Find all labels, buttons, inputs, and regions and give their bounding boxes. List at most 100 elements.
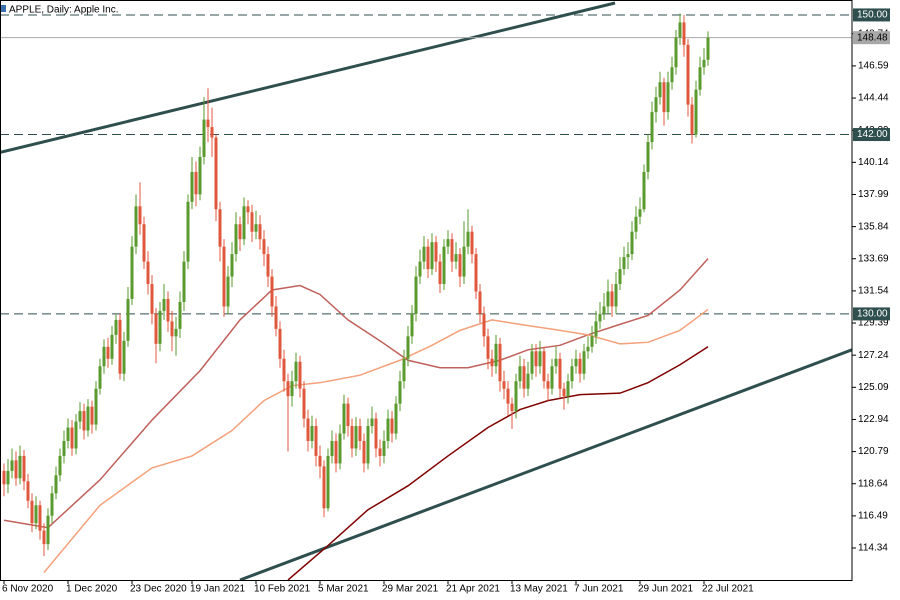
candle-body bbox=[66, 427, 70, 441]
candle-body bbox=[74, 421, 78, 449]
candle-body bbox=[290, 381, 294, 397]
candle-body bbox=[254, 224, 258, 232]
candle-body bbox=[686, 44, 690, 105]
candle-body bbox=[654, 97, 658, 113]
candle-body bbox=[222, 246, 226, 307]
candle-body bbox=[498, 343, 502, 382]
candle-body bbox=[590, 336, 594, 347]
candle-body bbox=[370, 418, 374, 427]
moving-average bbox=[3, 258, 709, 529]
level-label-box bbox=[853, 307, 890, 321]
candle-body bbox=[482, 313, 486, 337]
x-tick-label: 29 Jun 2021 bbox=[638, 584, 693, 595]
candle-body bbox=[278, 328, 282, 359]
candle-body bbox=[286, 381, 290, 397]
candle-body bbox=[594, 321, 598, 337]
x-tick-label: 1 Dec 2020 bbox=[66, 584, 118, 595]
y-tick-label: 125.09 bbox=[858, 382, 889, 393]
candle-body bbox=[570, 366, 574, 382]
candle-body bbox=[478, 291, 482, 314]
candle-body bbox=[350, 426, 354, 449]
level-label: 150.00 bbox=[857, 10, 888, 21]
candle-body bbox=[610, 291, 614, 307]
candle-body bbox=[122, 340, 126, 374]
level-label-box bbox=[853, 128, 890, 142]
candle-body bbox=[42, 530, 46, 545]
candle-body bbox=[578, 358, 582, 374]
candle-body bbox=[690, 104, 694, 135]
candle-body bbox=[86, 406, 90, 431]
candle-body bbox=[394, 403, 398, 434]
y-tick-label: 127.24 bbox=[858, 350, 889, 361]
candle-body bbox=[414, 276, 418, 314]
candle-body bbox=[206, 119, 210, 128]
candle-body bbox=[274, 306, 278, 329]
moving-average bbox=[43, 308, 709, 574]
candle-body bbox=[598, 313, 602, 322]
candle-body bbox=[398, 381, 402, 404]
candle-body bbox=[302, 388, 306, 419]
x-tick-label: 5 Mar 2021 bbox=[318, 584, 369, 595]
plot-area bbox=[0, 1, 852, 580]
candle-body bbox=[666, 82, 670, 113]
candle-body bbox=[502, 381, 506, 389]
candle-body bbox=[26, 481, 30, 501]
candle-body bbox=[214, 137, 218, 210]
candle-body bbox=[106, 346, 110, 359]
candle-body bbox=[366, 426, 370, 464]
y-tick-label: 120.79 bbox=[858, 446, 889, 457]
candle-body bbox=[606, 291, 610, 307]
candle-body bbox=[386, 418, 390, 441]
candle-body bbox=[226, 276, 230, 307]
y-tick-label: 140.14 bbox=[858, 157, 889, 168]
axes: 114.34 116.49 118.64 120.79 122.94 125.09 127.… bbox=[2, 8, 890, 595]
candle-body bbox=[526, 373, 530, 389]
level-label-box bbox=[853, 8, 890, 22]
chart-title: APPLE, Daily: Apple Inc. bbox=[9, 5, 119, 16]
candle-body bbox=[426, 246, 430, 270]
candle-body bbox=[662, 82, 666, 113]
candle-body bbox=[382, 440, 386, 456]
candle-body bbox=[126, 298, 130, 341]
candle-body bbox=[170, 321, 174, 337]
candle-body bbox=[14, 460, 18, 479]
candle-body bbox=[582, 351, 586, 374]
candle-body bbox=[658, 82, 662, 98]
candle-body bbox=[434, 242, 438, 262]
candle-body bbox=[406, 336, 410, 359]
candle-body bbox=[202, 119, 206, 157]
candle-body bbox=[390, 418, 394, 434]
x-tick-label: 22 Jul 2021 bbox=[702, 584, 754, 595]
candle-body bbox=[514, 381, 518, 412]
candle-body bbox=[334, 440, 338, 464]
candle-body bbox=[102, 346, 106, 367]
candle-body bbox=[282, 358, 286, 382]
candle-body bbox=[62, 440, 66, 456]
candle-body bbox=[530, 351, 534, 374]
level-label: 130.00 bbox=[857, 309, 888, 320]
candle-body bbox=[418, 261, 422, 277]
candle-body bbox=[138, 206, 142, 225]
candle-body bbox=[354, 426, 358, 449]
candle-body bbox=[374, 418, 378, 449]
candle-body bbox=[670, 67, 674, 83]
candle-body bbox=[538, 351, 542, 367]
candle-body bbox=[474, 254, 478, 292]
x-tick-label: 19 Jan 2021 bbox=[190, 584, 245, 595]
candle-body bbox=[342, 403, 346, 434]
y-tick-label: 116.49 bbox=[858, 511, 888, 522]
candle-body bbox=[90, 406, 94, 425]
candle-body bbox=[262, 239, 266, 255]
candle-body bbox=[554, 358, 558, 367]
candle-body bbox=[242, 206, 246, 240]
candle-body bbox=[154, 313, 158, 344]
candle-body bbox=[178, 301, 182, 329]
candle-body bbox=[46, 515, 50, 545]
plot-frame bbox=[0, 0, 853, 581]
candle-body bbox=[378, 448, 382, 456]
candle-body bbox=[450, 239, 454, 262]
candle-body bbox=[642, 171, 646, 210]
candle-body bbox=[602, 306, 606, 314]
y-tick-label: 131.54 bbox=[858, 286, 889, 297]
candle-body bbox=[50, 493, 54, 516]
